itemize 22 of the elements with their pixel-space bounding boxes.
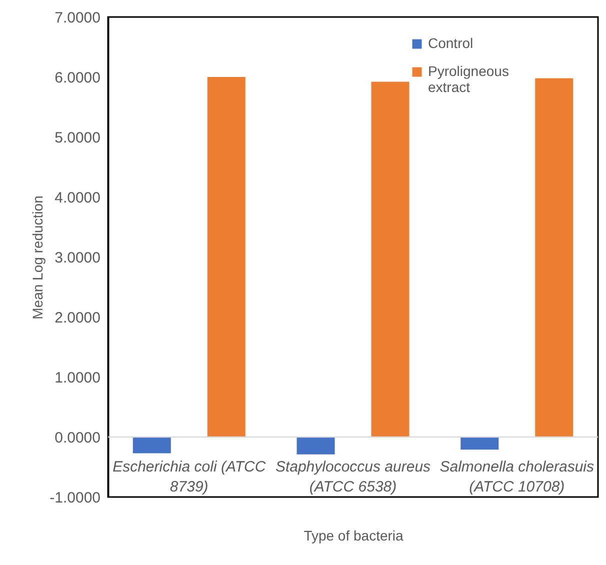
bar [371, 82, 410, 437]
y-tick-label: 3.0000 [54, 250, 100, 266]
y-tick-label: 1.0000 [54, 370, 100, 386]
bar [460, 437, 499, 450]
y-tick-label: 5.0000 [54, 130, 100, 146]
y-tick-label: -1.0000 [50, 490, 100, 506]
y-axis-title: Mean Log reduction [30, 196, 46, 320]
y-tick-label: 0.0000 [54, 430, 100, 446]
y-tick-label: 6.0000 [54, 70, 100, 86]
y-tick-label: 4.0000 [54, 190, 100, 206]
y-tick-label: 7.0000 [54, 10, 100, 26]
x-tick-label: Staphylococcus aureus (ATCC 6538) [275, 458, 432, 496]
bar [535, 78, 574, 437]
bar [296, 437, 335, 454]
bar [132, 437, 171, 454]
legend-label: Pyroligneous extract [428, 63, 509, 95]
legend-label: Control [428, 35, 474, 51]
x-tick-label: Salmonella cholerasuis (ATCC 10708) [440, 458, 595, 496]
x-axis-title: Type of bacteria [304, 528, 404, 544]
x-tick-label: Escherichia coli (ATCC 8739) [112, 458, 266, 496]
y-tick-label: 2.0000 [54, 310, 100, 326]
bar [207, 77, 246, 437]
